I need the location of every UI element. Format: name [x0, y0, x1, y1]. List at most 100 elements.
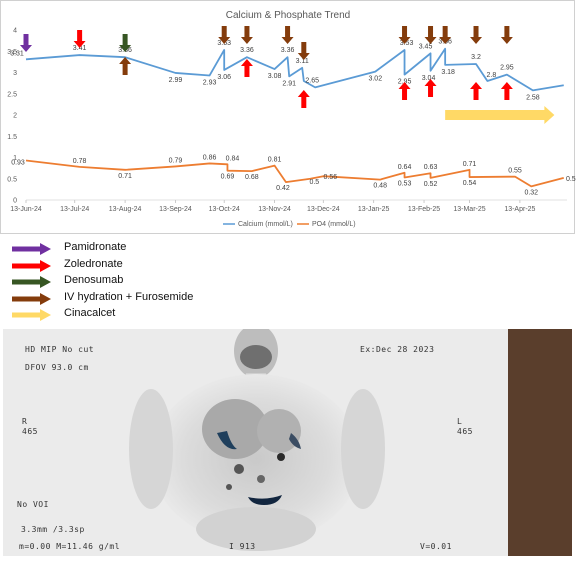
data-label-calcium: 3.36 — [240, 47, 254, 54]
y-tick-label: 3.5 — [7, 49, 17, 56]
data-label-phosphate: 0.56 — [323, 174, 337, 181]
x-tick-label: 13-Jun-24 — [10, 206, 42, 213]
data-label-phosphate: 0.63 — [424, 164, 438, 171]
data-label-calcium: 3.2 — [471, 54, 481, 61]
iv-hydration-arrow — [218, 26, 231, 44]
scan-slice-text: 3.3mm /3.3sp — [21, 525, 85, 534]
y-tick-label: 2.5 — [7, 91, 17, 98]
data-label-calcium: 3.06 — [217, 74, 231, 81]
treatment-legend-label: Pamidronate — [64, 241, 127, 253]
treatment-legend-label: Zoledronate — [64, 257, 123, 270]
iv-hydration-arrow — [500, 26, 513, 44]
pet-mip-scan-image: HD MIP No cut DFOV 93.0 cm Ex:Dec 28 202… — [3, 329, 508, 556]
iv-hydration-arrow — [281, 26, 294, 44]
x-tick-label: 13-Mar-25 — [453, 206, 485, 213]
data-label-calcium: 2.93 — [203, 79, 217, 86]
iv-hydration-arrow — [240, 26, 253, 44]
legend-label: Calcium (mmol/L) — [238, 221, 293, 228]
monitor-bezel — [508, 329, 572, 556]
treatment-legend-label: IV hydration + Furosemide — [64, 290, 194, 303]
data-label-calcium: 2.58 — [526, 94, 540, 101]
data-label-phosphate: 0.79 — [169, 157, 183, 164]
y-tick-label: 1 — [13, 155, 17, 162]
iv-hydration-arrow — [439, 26, 452, 44]
scan-image-number: I 913 — [229, 542, 256, 551]
data-label-phosphate: 0.52 — [424, 181, 438, 188]
data-label-calcium: 3.08 — [268, 73, 282, 80]
scan-right-marker: R 465 — [22, 417, 37, 436]
treatment-legend-label: Cinacalcet — [64, 307, 116, 319]
zoledronate-arrow — [297, 90, 310, 108]
data-label-phosphate: 0.32 — [524, 189, 538, 196]
data-label-calcium: 3.04 — [422, 75, 436, 82]
data-label-phosphate: 0.5 — [309, 179, 319, 186]
data-label-calcium: 2.65 — [305, 77, 319, 84]
y-tick-label: 2 — [13, 113, 17, 120]
iv-hydration-arrow — [398, 26, 411, 44]
data-label-phosphate: 0.93 — [11, 159, 25, 166]
x-tick-label: 13-Dec-24 — [307, 206, 340, 213]
calcium-phosphate-chart: Calcium & Phosphate Trend 0 0.5 1 1.5 2 2.5 3 3… — [7, 10, 576, 228]
x-tick-label: 13-Sep-24 — [159, 206, 192, 213]
data-label-calcium: 2.99 — [169, 77, 183, 84]
data-label-calcium: 2.91 — [282, 80, 296, 87]
zoledronate-arrow — [240, 59, 253, 77]
data-label-phosphate: 0.78 — [73, 158, 87, 165]
data-label-calcium: 3.02 — [368, 76, 382, 83]
legend-arrow-icon — [12, 259, 51, 272]
data-label-calcium: 3.31 — [10, 50, 24, 57]
data-label-phosphate: 0.71 — [118, 173, 132, 180]
x-tick-label: 13-Nov-24 — [258, 206, 291, 213]
scan-body-illustration — [3, 329, 508, 556]
legend-arrow-icon — [12, 243, 51, 255]
y-tick-label: 0.5 — [7, 176, 17, 183]
scan-left-marker: L 465 — [457, 417, 472, 436]
scan-voi-text: No VOI — [17, 500, 49, 509]
data-label-calcium: 3.45 — [419, 43, 433, 50]
x-tick-label: 13-Feb-25 — [408, 206, 440, 213]
data-label-phosphate: 0.64 — [398, 164, 412, 171]
y-tick-label: 0 — [13, 198, 17, 205]
data-label-phosphate: 0.55 — [508, 168, 522, 175]
data-label-calcium: 3.41 — [73, 45, 87, 52]
series-line-calcium — [25, 47, 564, 92]
chart-title: Calcium & Phosphate Trend — [226, 10, 351, 21]
legend-arrow-icon — [12, 276, 51, 288]
iv-hydration-arrow — [424, 26, 437, 44]
x-tick-label: 13-Aug-24 — [109, 206, 142, 213]
data-label-phosphate: 0.86 — [203, 154, 217, 161]
cinacalcet-period-arrow — [445, 106, 555, 124]
data-label-calcium: 3.11 — [296, 58, 309, 65]
scan-v-value: V=0.01 — [420, 542, 452, 551]
zoledronate-arrow — [424, 79, 437, 97]
zoledronate-arrow — [470, 82, 483, 100]
data-label-calcium: 3.18 — [441, 69, 455, 76]
legend-label: PO4 (mmol/L) — [312, 221, 356, 228]
data-label-calcium: 2.8 — [487, 72, 497, 79]
treatment-legend-label: Denosumab — [64, 274, 124, 286]
series-line-phosphate — [25, 159, 564, 188]
y-tick-label: 4 — [13, 28, 17, 35]
data-label-phosphate: 0.52 — [566, 176, 576, 183]
x-tick-label: 13-Apr-25 — [504, 206, 535, 213]
data-label-phosphate: 0.71 — [463, 161, 477, 168]
data-label-phosphate: 0.81 — [268, 157, 282, 164]
scan-dfov-text: DFOV 93.0 cm — [25, 363, 89, 372]
data-label-phosphate: 0.68 — [245, 174, 259, 181]
scan-protocol-text: HD MIP No cut — [25, 345, 95, 354]
iv-hydration-arrow — [119, 57, 132, 75]
x-tick-label: 13-Jul-24 — [60, 206, 89, 213]
data-label-phosphate: 0.53 — [398, 180, 412, 187]
y-tick-label: 3 — [13, 70, 17, 77]
data-label-phosphate: 0.84 — [226, 155, 240, 162]
x-tick-label: 13-Oct-24 — [209, 206, 240, 213]
iv-hydration-arrow — [297, 42, 310, 60]
zoledronate-arrow — [398, 82, 411, 100]
data-label-phosphate: 0.69 — [221, 174, 235, 181]
legend-arrow-icon — [12, 309, 51, 321]
denosumab-arrow — [119, 34, 132, 52]
data-label-calcium: 2.95 — [500, 65, 514, 72]
chart-panel: Calcium & Phosphate Trend 0 0.5 1 1.5 2 2.5 3 3… — [0, 0, 576, 234]
data-label-phosphate: 0.54 — [463, 180, 477, 187]
zoledronate-arrow — [500, 82, 513, 100]
